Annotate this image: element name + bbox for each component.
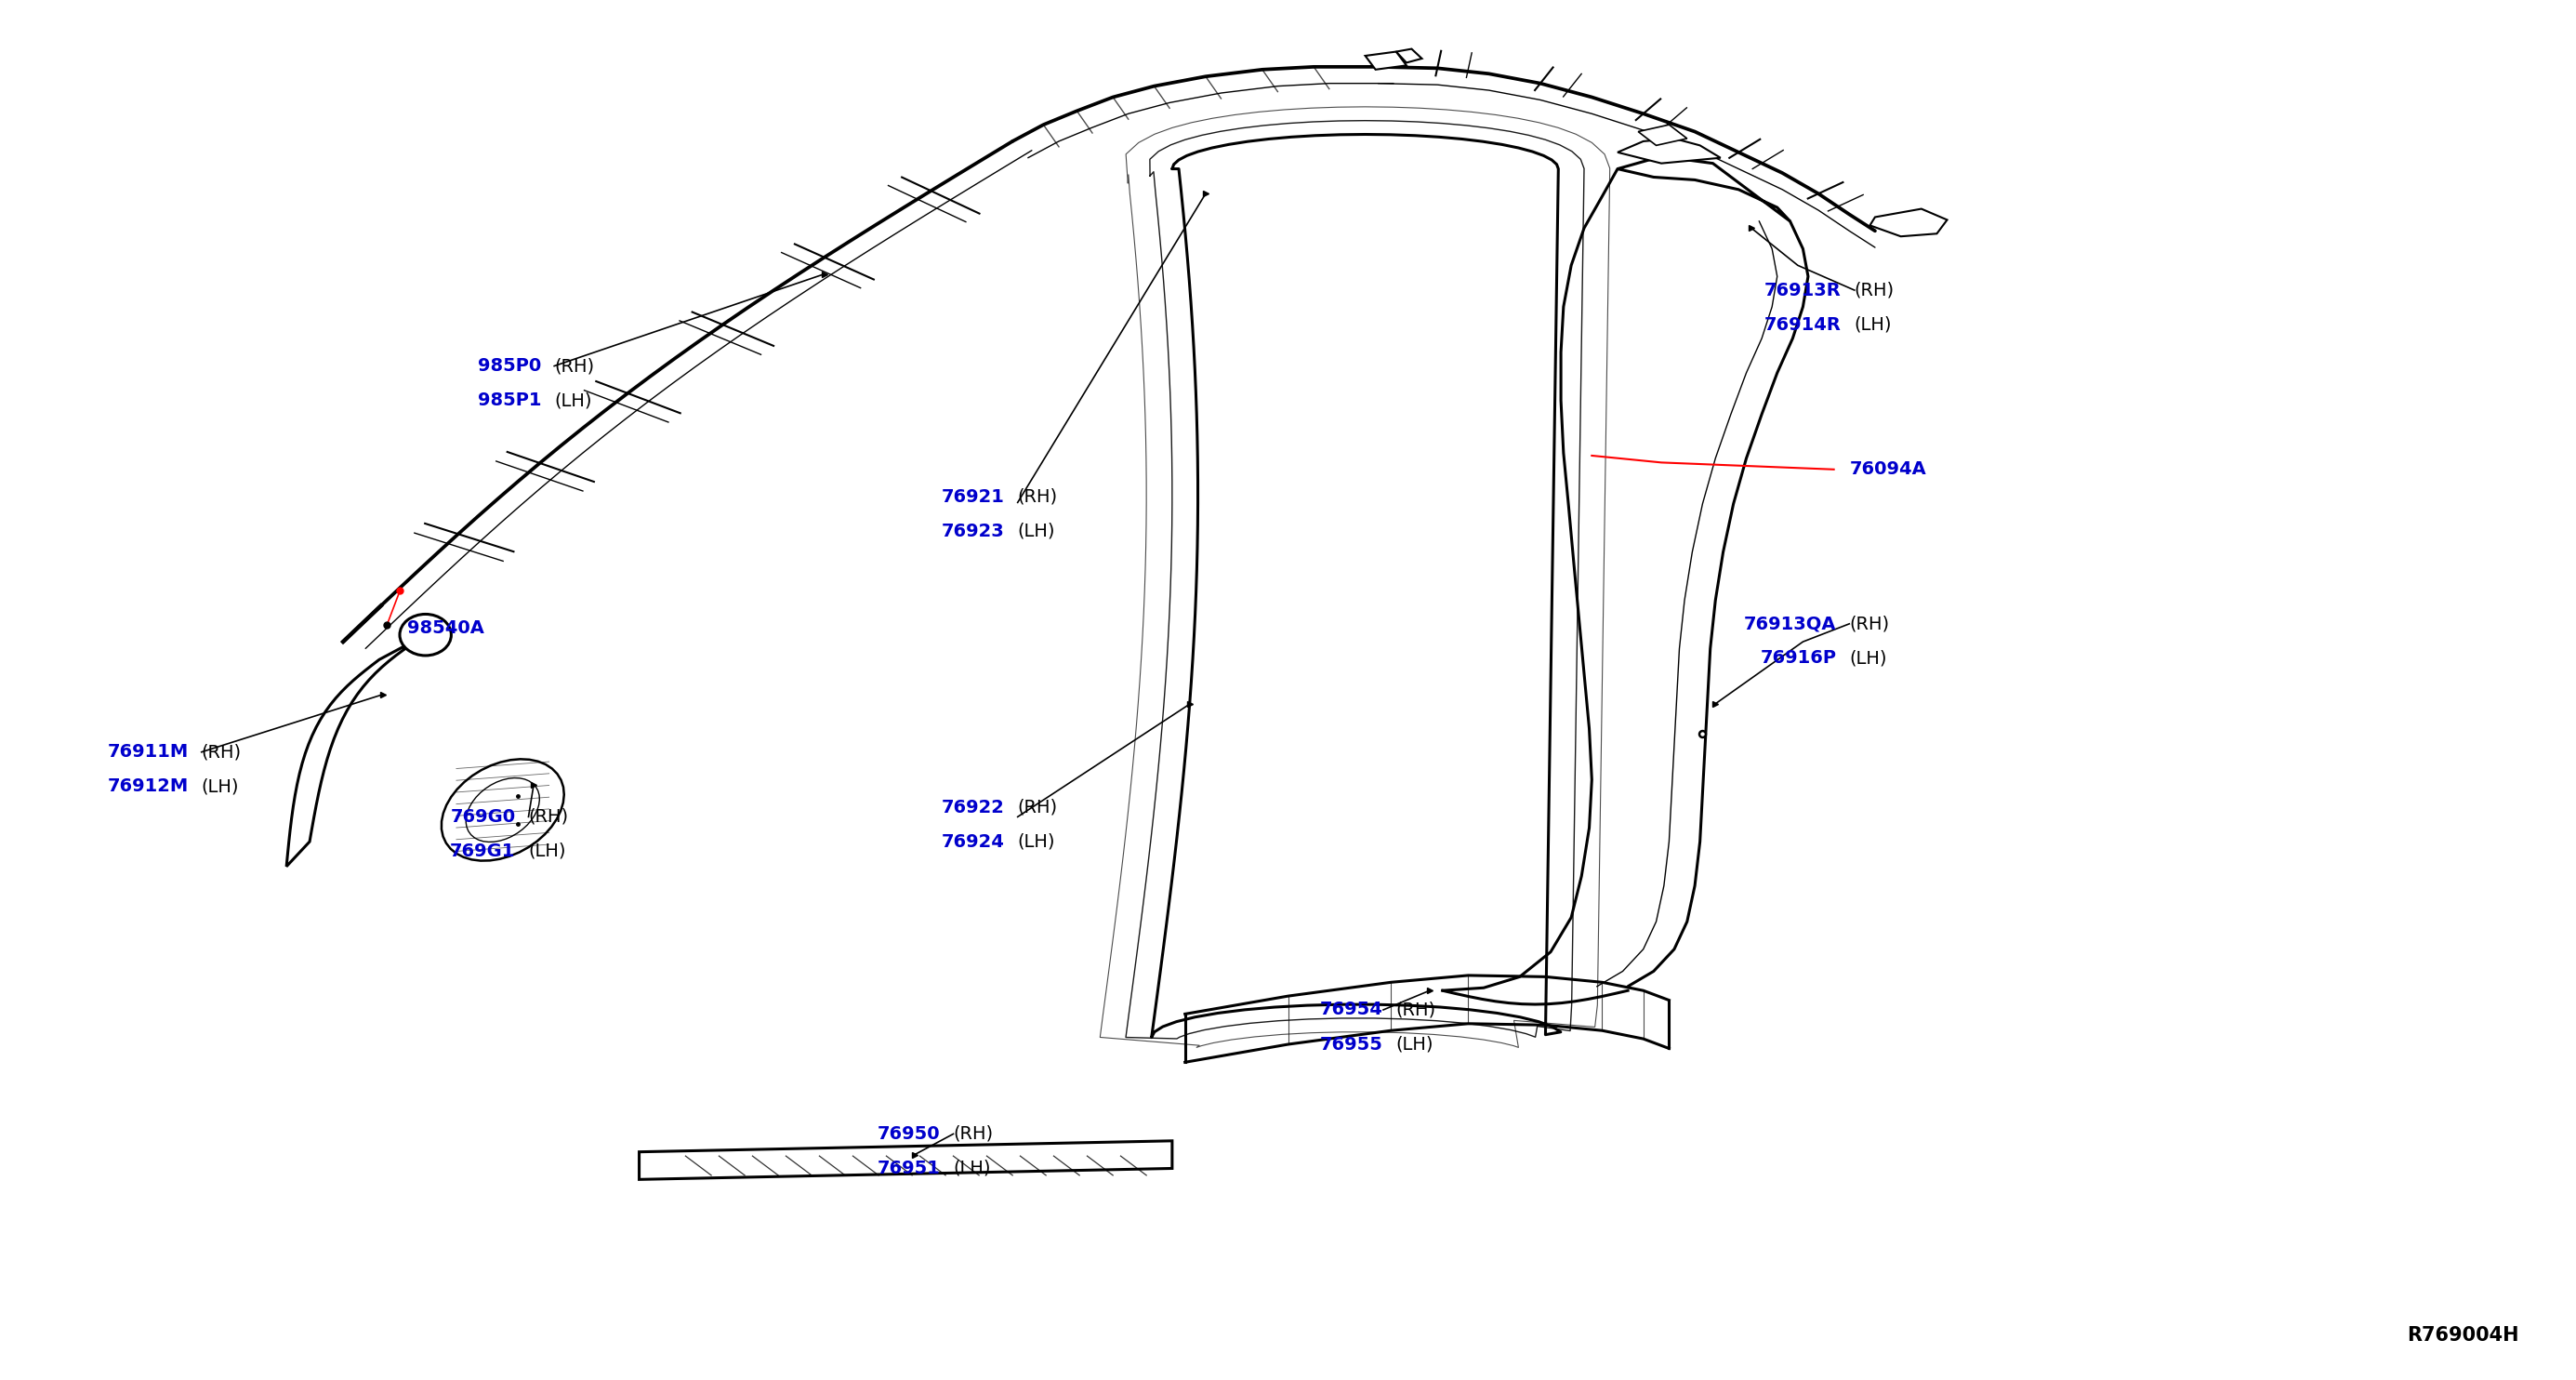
Text: 76922: 76922: [943, 799, 1005, 816]
Polygon shape: [440, 759, 564, 861]
Text: 76911M: 76911M: [108, 744, 188, 760]
Text: 76924: 76924: [943, 832, 1005, 850]
Text: (RH): (RH): [201, 744, 242, 760]
Text: 98540A: 98540A: [407, 620, 484, 636]
Polygon shape: [1638, 124, 1687, 145]
Polygon shape: [1396, 48, 1422, 62]
Polygon shape: [1870, 208, 1947, 236]
Polygon shape: [1365, 51, 1406, 69]
Text: 76954: 76954: [1319, 1000, 1383, 1018]
Polygon shape: [1618, 138, 1721, 163]
Text: (LH): (LH): [528, 842, 567, 860]
Text: (RH): (RH): [1396, 1000, 1437, 1018]
Text: 985P1: 985P1: [477, 392, 541, 410]
Polygon shape: [466, 778, 538, 842]
Text: (LH): (LH): [1396, 1035, 1435, 1053]
Text: 76914R: 76914R: [1765, 316, 1842, 334]
Text: 76955: 76955: [1319, 1035, 1383, 1053]
Text: 76913QA: 76913QA: [1744, 615, 1837, 632]
Polygon shape: [286, 635, 425, 867]
Text: (LH): (LH): [554, 392, 592, 410]
Text: R769004H: R769004H: [2406, 1326, 2519, 1344]
Text: (RH): (RH): [1018, 489, 1059, 506]
Text: 769G1: 769G1: [451, 842, 515, 860]
Polygon shape: [1618, 156, 1790, 221]
Text: (RH): (RH): [953, 1125, 994, 1143]
Ellipse shape: [399, 614, 451, 656]
Text: (RH): (RH): [528, 809, 569, 825]
Text: (LH): (LH): [1850, 650, 1888, 667]
Text: 76094A: 76094A: [1850, 461, 1927, 479]
Text: (LH): (LH): [201, 778, 240, 795]
Text: (LH): (LH): [953, 1159, 992, 1177]
Text: 985P0: 985P0: [479, 357, 541, 375]
Text: (LH): (LH): [1018, 832, 1056, 850]
Text: 76916P: 76916P: [1759, 650, 1837, 667]
Text: (RH): (RH): [1855, 282, 1893, 299]
Polygon shape: [639, 1141, 1172, 1180]
Text: (RH): (RH): [1850, 615, 1888, 632]
Text: 76923: 76923: [943, 523, 1005, 541]
Text: (LH): (LH): [1855, 316, 1893, 334]
Text: (LH): (LH): [1018, 523, 1056, 541]
Text: 76912M: 76912M: [108, 778, 188, 795]
Text: (RH): (RH): [1018, 799, 1059, 816]
Text: 76951: 76951: [878, 1159, 940, 1177]
Text: 76921: 76921: [943, 489, 1005, 506]
Text: 769G0: 769G0: [451, 809, 515, 825]
Text: (RH): (RH): [554, 357, 595, 375]
Text: 76950: 76950: [878, 1125, 940, 1143]
Text: 76913R: 76913R: [1765, 282, 1842, 299]
